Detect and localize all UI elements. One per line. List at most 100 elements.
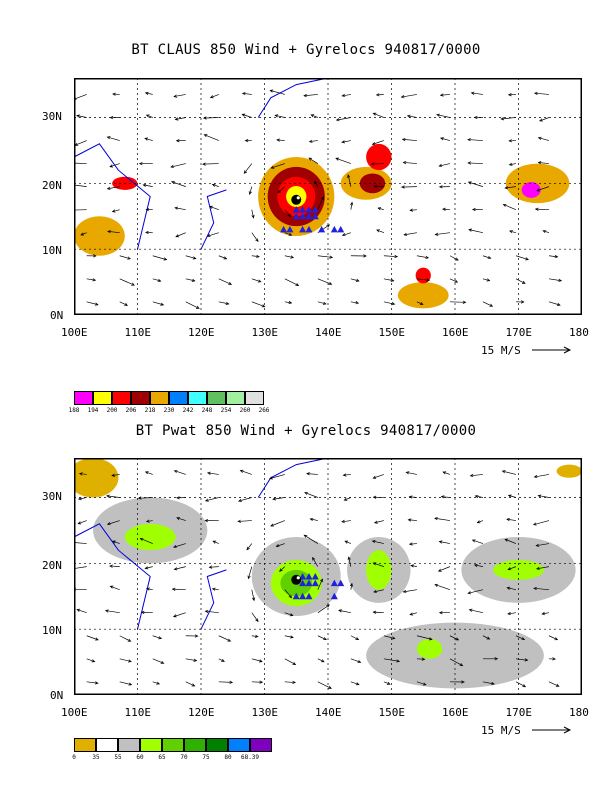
colorbar-label: 248 <box>201 407 213 414</box>
wind-vector <box>441 496 450 498</box>
x-tick-label: 170E <box>505 706 533 719</box>
colorbar-swatch <box>96 738 118 752</box>
wind-vector <box>174 566 186 570</box>
wind-vector-head <box>403 232 408 237</box>
wind-vector-head <box>439 93 444 97</box>
shaded-region <box>366 550 392 590</box>
wind-vector <box>344 540 351 544</box>
wind-vector <box>468 139 483 141</box>
x-tick-label: 180 <box>569 706 589 719</box>
wind-vector <box>383 278 394 282</box>
wind-vector <box>284 635 294 638</box>
wind-vector <box>119 681 132 686</box>
shaded-region <box>359 173 386 194</box>
wind-vector-head <box>202 162 206 166</box>
wind-vector-head <box>487 255 492 260</box>
wind-vector <box>173 612 186 617</box>
wind-vector <box>185 681 195 687</box>
wind-vector-head <box>454 279 459 283</box>
wind-vector-head <box>270 165 275 169</box>
colorbar-swatch <box>118 738 140 752</box>
wind-vector-head <box>76 608 81 612</box>
wind-vector-head <box>335 118 340 122</box>
wind-vector-head <box>350 201 354 206</box>
wind-vector <box>312 557 319 567</box>
wind-vector-head <box>440 495 445 499</box>
wind-vector <box>449 278 458 283</box>
wind-vector <box>416 635 432 640</box>
coastline <box>257 78 329 118</box>
wind-vector <box>218 681 233 683</box>
wind-vector <box>276 543 285 547</box>
shaded-region <box>74 216 125 256</box>
colorbar-swatch <box>140 738 162 752</box>
coastline <box>74 143 151 250</box>
panel1-title: BT CLAUS 850 Wind + Gyrelocs 940817/0000 <box>131 42 481 58</box>
wind-vector <box>449 658 463 666</box>
wind-vector <box>303 94 318 97</box>
wind-vector-head <box>434 517 438 521</box>
wind-vector-head <box>470 91 475 95</box>
wind-vector <box>251 209 254 218</box>
shaded-region <box>366 622 544 689</box>
wind-vector-head <box>193 658 198 662</box>
wind-vector <box>342 232 351 236</box>
wind-vector-head <box>501 470 506 474</box>
wind-vector-head <box>241 92 246 96</box>
wind-vector-head <box>112 540 116 544</box>
x-tick-label: 170E <box>505 326 533 339</box>
colorbar-label: 0 <box>72 754 76 761</box>
wind-vector-head <box>243 170 248 174</box>
wind-vector-head <box>227 638 232 642</box>
wind-vector-head <box>471 207 476 212</box>
wind-vector <box>470 474 483 477</box>
colorbar-label: 230 <box>163 407 175 414</box>
wind-vector-head <box>541 611 546 616</box>
shaded-region <box>505 163 570 204</box>
wind-vector-head <box>158 636 163 640</box>
wind-vector-head <box>252 597 256 602</box>
wind-vector-head <box>171 181 175 185</box>
wind-vector-head <box>247 575 251 580</box>
gyre-marker <box>305 225 313 233</box>
panel1-ytick-20n: 20N <box>42 179 62 192</box>
wind-vector <box>383 658 400 662</box>
wind-vector-head <box>254 634 259 638</box>
wind-vector <box>515 681 526 687</box>
shaded-region <box>366 143 392 171</box>
wind-vector-head <box>326 224 331 228</box>
panel1-ytick-0n: 0N <box>50 309 64 322</box>
wind-vector <box>435 584 451 590</box>
gyre-marker <box>337 579 345 587</box>
wind-vector <box>449 635 459 641</box>
wind-vector <box>152 635 162 639</box>
wind-vector-head <box>322 301 327 305</box>
wind-vector <box>210 94 219 98</box>
wind-vector-head <box>377 207 382 211</box>
wind-vector <box>152 301 164 306</box>
wind-vector <box>475 495 484 498</box>
x-tick-label: 160E <box>442 326 469 339</box>
colorbar-swatch <box>74 738 96 752</box>
gyre-marker <box>299 592 307 600</box>
wind-vector <box>212 588 219 591</box>
wind-vector-head <box>422 682 427 686</box>
wind-vector-head <box>207 471 211 475</box>
wind-vector <box>284 255 294 258</box>
wind-vector-head <box>111 473 116 477</box>
wind-vector <box>342 94 351 97</box>
wind-vector-head <box>533 91 538 96</box>
wind-vector <box>440 137 451 141</box>
colorbar-label: 55 <box>114 754 122 761</box>
wind-vector-head <box>401 137 406 142</box>
colorbar-label: 75 <box>202 754 210 761</box>
wind-vector-head <box>320 196 324 200</box>
wind-vector <box>176 517 186 521</box>
wind-vector-head <box>556 302 561 306</box>
wind-vector <box>515 635 525 640</box>
wind-vector <box>410 209 417 211</box>
wind-vector <box>86 301 99 306</box>
wind-vector <box>205 497 219 502</box>
wind-vector <box>240 470 252 475</box>
wind-vector-head <box>400 95 405 99</box>
